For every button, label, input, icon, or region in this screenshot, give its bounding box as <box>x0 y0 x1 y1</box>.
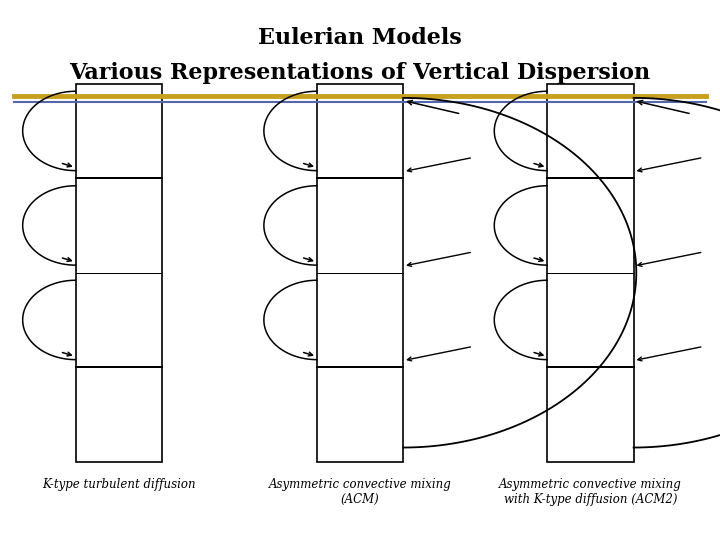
Text: Asymmetric convective mixing
(ACM): Asymmetric convective mixing (ACM) <box>269 478 451 506</box>
Text: Asymmetric convective mixing
with K-type diffusion (ACM2): Asymmetric convective mixing with K-type… <box>499 478 682 506</box>
Text: Various Representations of Vertical Dispersion: Various Representations of Vertical Disp… <box>69 62 651 84</box>
Bar <box>317 84 403 462</box>
Bar <box>76 84 162 462</box>
Text: K-type turbulent diffusion: K-type turbulent diffusion <box>42 478 196 491</box>
Bar <box>547 84 634 462</box>
Text: Eulerian Models: Eulerian Models <box>258 27 462 49</box>
